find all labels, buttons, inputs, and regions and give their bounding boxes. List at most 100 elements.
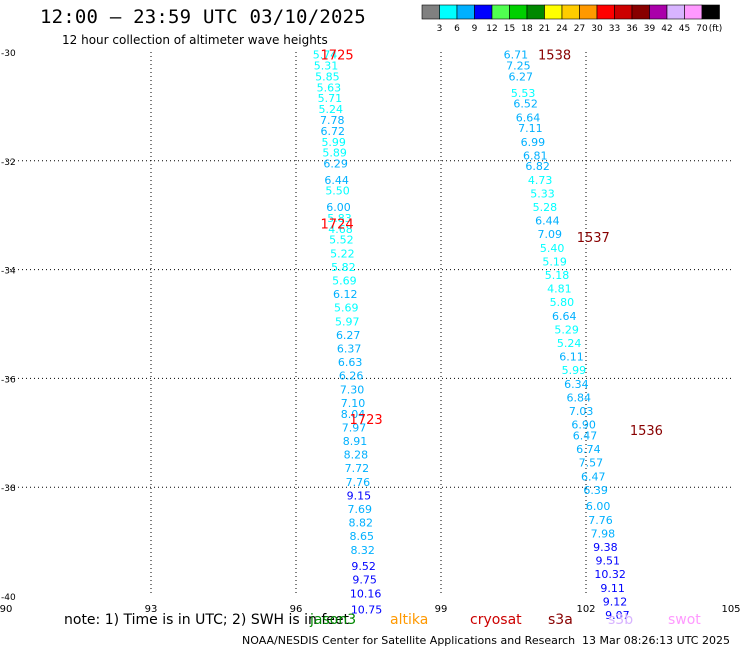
swh-point-label: 5.24 bbox=[557, 337, 582, 350]
pass-time-label: 1723 bbox=[350, 413, 383, 428]
swh-point-label: 7.97 bbox=[342, 421, 367, 434]
pass-time-label: 1724 bbox=[321, 217, 354, 232]
swh-point-label: 7.03 bbox=[569, 405, 594, 418]
swh-point-label: 5.50 bbox=[325, 185, 350, 198]
swh-point-label: 5.99 bbox=[562, 364, 587, 377]
swh-point-label: 7.57 bbox=[579, 457, 604, 470]
x-tick-label: 99 bbox=[435, 604, 448, 615]
swh-point-label: 6.47 bbox=[581, 470, 606, 483]
swh-point-label: 5.53 bbox=[511, 87, 536, 100]
legend-label: 45 bbox=[679, 24, 690, 34]
swh-point-label: 6.34 bbox=[564, 378, 589, 391]
legend-label: 27 bbox=[574, 24, 585, 34]
swh-point-label: 5.33 bbox=[530, 187, 555, 200]
swh-point-label: 5.63 bbox=[317, 81, 342, 94]
swh-point-label: 5.74 bbox=[313, 49, 338, 62]
pass-time-label: 1537 bbox=[577, 231, 610, 246]
swh-point-label: 6.52 bbox=[513, 98, 538, 111]
swh-point-label: 9.75 bbox=[352, 574, 377, 587]
satellite-altika: altika bbox=[390, 612, 429, 628]
swh-point-label: 5.40 bbox=[540, 242, 565, 255]
legend-label: 18 bbox=[521, 24, 533, 34]
swh-point-label: 5.85 bbox=[315, 70, 340, 83]
swh-point-label: 6.90 bbox=[571, 419, 596, 432]
swh-point-label: 9.52 bbox=[351, 560, 376, 573]
swh-point-label: 6.74 bbox=[576, 443, 601, 456]
swh-point-label: 6.00 bbox=[586, 500, 611, 513]
swh-point-label: 5.97 bbox=[335, 315, 360, 328]
swh-point-label: 8.04 bbox=[341, 408, 366, 421]
swh-point-label: 10.32 bbox=[594, 568, 626, 581]
swh-point-label: 7.69 bbox=[348, 503, 373, 516]
legend-label: 6 bbox=[454, 24, 460, 34]
swh-point-label: 5.24 bbox=[319, 103, 344, 116]
swh-point-label: 8.91 bbox=[343, 435, 368, 448]
swh-point-label: 5.28 bbox=[533, 201, 558, 214]
swh-point-label: 6.72 bbox=[320, 125, 345, 138]
satellite-s3a: s3a bbox=[548, 612, 573, 628]
swh-point-label: 6.12 bbox=[333, 288, 358, 301]
swh-point-label: 9.12 bbox=[603, 595, 628, 608]
swh-point-label: 5.82 bbox=[331, 261, 356, 274]
chart-title: 12:00 – 23:59 UTC 03/10/2025 bbox=[40, 6, 366, 28]
swh-point-label: 5.89 bbox=[322, 147, 347, 160]
swh-point-label: 6.99 bbox=[521, 136, 546, 149]
swh-point-label: 7.10 bbox=[341, 397, 366, 410]
swh-point-label: 5.71 bbox=[318, 92, 343, 105]
swh-point-label: 6.37 bbox=[337, 342, 362, 355]
swh-point-label: 5.69 bbox=[334, 302, 359, 315]
satellite-swot: swot bbox=[668, 612, 701, 628]
swh-point-label: 6.39 bbox=[583, 484, 608, 497]
legend-swatch bbox=[701, 4, 720, 20]
legend-label: 30 bbox=[591, 24, 603, 34]
swh-point-label: 5.52 bbox=[329, 234, 354, 247]
swh-point-label: 5.69 bbox=[332, 274, 357, 287]
swh-point-label: 10.16 bbox=[350, 587, 382, 600]
swh-point-label: 8.28 bbox=[344, 449, 369, 462]
swh-point-label: 5.18 bbox=[545, 269, 570, 282]
footer-credit: NOAA/NESDIS Center for Satellite Applica… bbox=[242, 634, 576, 647]
swh-point-label: 7.98 bbox=[591, 527, 616, 540]
pass-time-label: 1538 bbox=[538, 49, 571, 64]
y-tick-label: -30 bbox=[1, 49, 16, 59]
legend-label: 42 bbox=[661, 24, 672, 34]
swh-point-label: 9.38 bbox=[593, 541, 618, 554]
swh-point-label: 5.80 bbox=[550, 296, 575, 309]
swh-point-label: 6.00 bbox=[326, 201, 351, 214]
swh-point-label: 6.84 bbox=[567, 391, 592, 404]
y-tick-label: -38 bbox=[1, 484, 16, 494]
swh-point-label: 6.44 bbox=[324, 174, 349, 187]
swh-point-label: 6.11 bbox=[559, 351, 584, 364]
swh-point-label: 6.27 bbox=[509, 70, 534, 83]
swh-point-label: 6.82 bbox=[525, 160, 550, 173]
swh-point-label: 6.71 bbox=[504, 49, 529, 62]
swh-point-label: 6.26 bbox=[339, 370, 364, 383]
y-tick-label: -34 bbox=[1, 267, 16, 277]
legend-unit: (ft) bbox=[709, 24, 723, 34]
swh-point-label: 5.83 bbox=[327, 212, 352, 225]
swh-point-label: 6.64 bbox=[552, 310, 577, 323]
swh-point-label: 6.81 bbox=[523, 149, 548, 162]
x-tick-label: 96 bbox=[290, 604, 303, 615]
y-tick-label: -32 bbox=[1, 158, 16, 168]
swh-point-label: 7.09 bbox=[538, 228, 563, 241]
swh-point-label: 9.11 bbox=[600, 582, 625, 595]
swh-point-label: 5.29 bbox=[554, 323, 579, 336]
swh-point-label: 5.19 bbox=[542, 255, 567, 268]
satellite-s3b: s3b bbox=[608, 612, 634, 628]
swh-point-label: 7.11 bbox=[518, 122, 543, 135]
legend-label: 36 bbox=[626, 24, 638, 34]
swh-point-label: 7.25 bbox=[506, 60, 531, 73]
satellite-jason3: jason3 bbox=[310, 612, 357, 628]
legend-label: 33 bbox=[609, 24, 620, 34]
swh-point-label: 7.76 bbox=[346, 476, 371, 489]
y-tick-label: -36 bbox=[1, 375, 16, 385]
swh-point-label: 6.64 bbox=[516, 111, 541, 124]
x-tick-label: 90 bbox=[0, 604, 12, 615]
swh-point-label: 8.65 bbox=[349, 530, 374, 543]
x-tick-label: 102 bbox=[576, 604, 595, 615]
swh-point-label: 7.76 bbox=[588, 514, 613, 527]
swh-point-label: 9.15 bbox=[347, 489, 372, 502]
